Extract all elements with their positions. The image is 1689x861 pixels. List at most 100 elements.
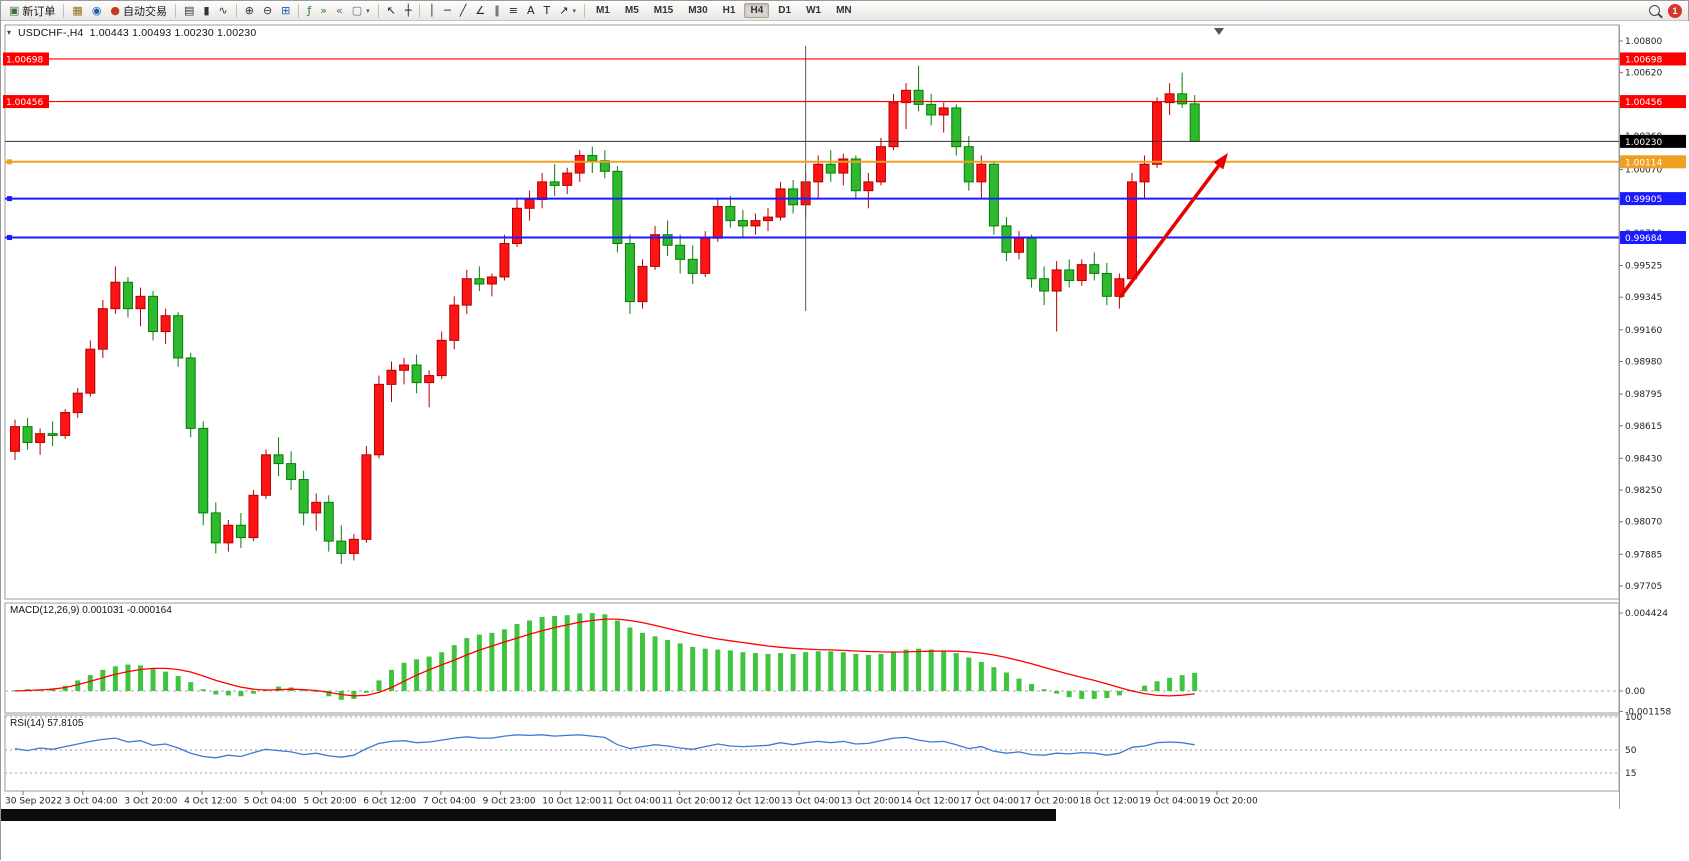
indicators-icon[interactable]: ƒ bbox=[303, 2, 315, 20]
timeframe-button-m30[interactable]: M30 bbox=[688, 5, 708, 16]
dropdown-caret-icon: ▾ bbox=[366, 7, 370, 15]
toolbar-separator bbox=[175, 3, 177, 18]
timeframe-button-w1[interactable]: W1 bbox=[806, 5, 822, 16]
trendline-icon[interactable]: ╱ bbox=[456, 2, 471, 20]
timeframe-button-d1[interactable]: D1 bbox=[778, 5, 792, 16]
candle bbox=[976, 163, 987, 183]
candle bbox=[901, 89, 912, 104]
macd-histogram-bar bbox=[1016, 678, 1022, 691]
macd-histogram-bar bbox=[401, 662, 407, 691]
timeframe-button-h1[interactable]: H1 bbox=[722, 5, 736, 16]
zoom-out-icon[interactable]: ⊖ bbox=[259, 2, 276, 20]
candle bbox=[1039, 278, 1050, 292]
chart-shift-marker[interactable] bbox=[1214, 28, 1224, 35]
candle bbox=[687, 258, 698, 274]
search-icon[interactable] bbox=[1649, 5, 1660, 16]
macd-histogram-bar bbox=[100, 669, 106, 691]
candle bbox=[135, 295, 146, 310]
auto-scroll-icon[interactable]: » bbox=[316, 2, 331, 20]
vertical-line-icon-icon: │ bbox=[428, 4, 436, 17]
tile-windows-icon[interactable]: ⊞ bbox=[277, 2, 294, 20]
resistance-line-upper-price-badge-label: 1.00698 bbox=[1625, 55, 1662, 65]
vertical-line-icon[interactable]: │ bbox=[424, 2, 439, 20]
timeframe-button-m15[interactable]: M15 bbox=[653, 5, 674, 16]
templates-icon[interactable]: ▢ ▾ bbox=[348, 2, 374, 20]
candle bbox=[185, 357, 196, 429]
rsi-axis-label: 15 bbox=[1625, 769, 1636, 779]
fibonacci-icon[interactable]: ≡ bbox=[505, 2, 522, 20]
navigator-icon[interactable]: ◉ bbox=[88, 2, 106, 20]
blue-support-line-lower-anchor[interactable] bbox=[7, 235, 12, 241]
chart-shift-icon[interactable]: « bbox=[332, 2, 347, 20]
cursor-icon[interactable]: ↖ bbox=[383, 2, 400, 20]
auto-scroll-icon-icon: » bbox=[320, 4, 327, 17]
candle bbox=[875, 146, 886, 183]
symbol-dropdown-icon[interactable]: ▾ bbox=[7, 28, 12, 37]
candle bbox=[85, 348, 96, 394]
chart-title: USDCHF-,H4 1.00443 1.00493 1.00230 1.0023… bbox=[18, 27, 262, 39]
price-chart-canvas[interactable]: 1.008001.006201.004401.002601.000700.998… bbox=[1, 21, 1689, 861]
fibonacci-icon-icon: ≡ bbox=[508, 4, 518, 17]
templates-icon-icon: ▢ bbox=[351, 4, 363, 17]
candle bbox=[712, 206, 723, 239]
candle bbox=[1064, 269, 1075, 281]
equidistant-channel-icon[interactable]: ∥ bbox=[490, 2, 504, 20]
price-tick-label: 0.97885 bbox=[1625, 550, 1662, 560]
blue-support-line-upper-anchor[interactable] bbox=[7, 196, 12, 202]
crosshair-icon[interactable]: ┼ bbox=[401, 2, 416, 20]
bar-chart-type-icon-icon: ▤ bbox=[184, 4, 195, 17]
candle bbox=[1026, 237, 1037, 280]
toolbar-separator bbox=[583, 3, 585, 18]
trend-arrow[interactable] bbox=[1119, 164, 1221, 298]
price-tick-label: 0.97705 bbox=[1625, 582, 1662, 592]
notification-badge[interactable]: 1 bbox=[1668, 3, 1682, 18]
autotrading-button[interactable]: ● 自动交易 bbox=[106, 2, 171, 20]
macd-histogram-bar bbox=[978, 661, 984, 691]
macd-histogram-bar bbox=[250, 691, 256, 694]
candle bbox=[474, 278, 485, 285]
candle bbox=[650, 234, 661, 267]
candle bbox=[1126, 181, 1137, 280]
candle bbox=[286, 463, 297, 480]
current-price-line-price-badge-label: 1.00230 bbox=[1625, 138, 1662, 148]
charts-window-icon[interactable]: ▦ bbox=[68, 2, 86, 20]
horizontal-line-icon-icon: ─ bbox=[444, 4, 451, 17]
candle bbox=[1076, 264, 1087, 281]
candle bbox=[1164, 93, 1175, 104]
gold-support-line-price-badge-label: 1.00114 bbox=[1625, 158, 1662, 168]
timeframe-button-mn[interactable]: MN bbox=[836, 5, 852, 16]
candlestick-chart-type-icon[interactable]: ▮ bbox=[199, 2, 213, 20]
text-icon[interactable]: A bbox=[523, 2, 539, 20]
price-tick-label: 0.99160 bbox=[1625, 326, 1662, 336]
timeframe-button-m5[interactable]: M5 bbox=[624, 5, 639, 16]
chart-shift-icon-icon: « bbox=[335, 4, 343, 17]
arrows-icon[interactable]: ↗ ▾ bbox=[555, 2, 580, 20]
bar-chart-type-icon[interactable]: ▤ bbox=[180, 2, 198, 20]
time-axis-label: 30 Sep 2022 bbox=[5, 797, 62, 807]
timeframe-button-h4[interactable]: H4 bbox=[744, 3, 770, 18]
timeframe-button-m1[interactable]: M1 bbox=[595, 5, 610, 16]
rsi-indicator-label: RSI(14) 57.8105 bbox=[10, 718, 84, 729]
macd-panel-border bbox=[4, 602, 1620, 714]
candle bbox=[775, 188, 786, 218]
chart-window[interactable]: 1.008001.006201.004401.002601.000700.998… bbox=[1, 21, 1689, 861]
angle-trendline-icon[interactable]: ∠ bbox=[471, 2, 489, 20]
macd-histogram-bar bbox=[1154, 681, 1160, 691]
zoom-in-icon[interactable]: ⊕ bbox=[241, 2, 258, 20]
horizontal-scrollbar-thumb[interactable] bbox=[1, 809, 1056, 821]
time-axis-label: 19 Oct 20:00 bbox=[1199, 797, 1258, 807]
candle bbox=[148, 295, 159, 333]
candle bbox=[662, 234, 673, 246]
time-axis-label: 17 Oct 04:00 bbox=[960, 797, 1019, 807]
candle bbox=[700, 237, 711, 274]
text-label-icon[interactable]: T bbox=[539, 2, 554, 20]
candle bbox=[549, 181, 560, 186]
macd-histogram-bar bbox=[891, 652, 896, 691]
candle bbox=[988, 163, 999, 227]
current-price-line-price-badge bbox=[1620, 134, 1686, 148]
horizontal-line-icon[interactable]: ─ bbox=[440, 2, 455, 20]
autotrading-button-label: 自动交易 bbox=[123, 5, 168, 18]
line-chart-type-icon[interactable]: ∿ bbox=[215, 2, 232, 20]
gold-support-line-anchor[interactable] bbox=[7, 159, 12, 165]
new-order-button[interactable]: ▣ 新订单 bbox=[5, 2, 59, 20]
